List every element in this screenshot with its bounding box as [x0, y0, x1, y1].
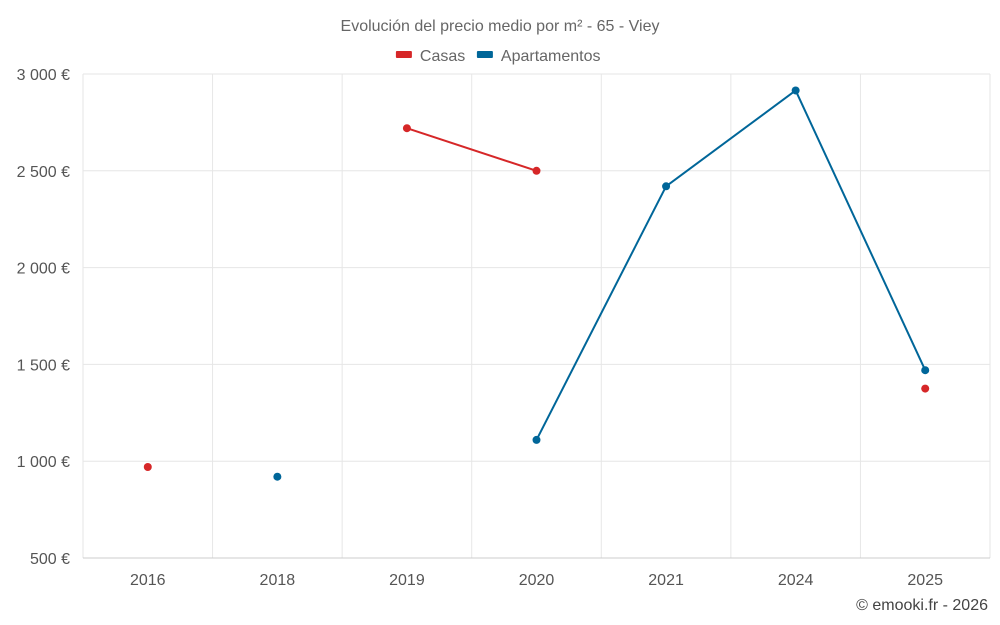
credit-text: © emooki.fr - 2026	[856, 597, 988, 614]
chart-title: Evolución del precio medio por m² - 65 -…	[341, 18, 660, 35]
x-tick-label: 2019	[389, 572, 425, 589]
legend-label: Apartamentos	[501, 48, 601, 65]
series	[143, 86, 930, 481]
data-point	[662, 182, 671, 191]
series-casas	[143, 124, 930, 472]
y-tick-label: 3 000 €	[17, 67, 70, 84]
series-line-segment	[665, 89, 797, 188]
legend-swatch	[476, 51, 493, 58]
x-tick-label: 2020	[519, 572, 555, 589]
series-apartamentos	[273, 86, 930, 481]
data-point	[791, 86, 800, 95]
legend-item-casas[interactable]: Casas	[395, 48, 465, 65]
y-tick-label: 1 500 €	[17, 357, 70, 374]
data-point	[402, 124, 411, 133]
y-tick-label: 500 €	[30, 551, 70, 568]
series-line-segment	[406, 127, 537, 172]
data-point	[532, 166, 541, 175]
axes: 500 € 1 000 € 1 500 € 2 000 € 2 500 € 3 000 €…	[17, 67, 990, 589]
x-tick-label: 2021	[648, 572, 684, 589]
data-point	[921, 366, 930, 375]
y-tick-label: 2 000 €	[17, 261, 70, 278]
legend-swatch	[395, 51, 412, 58]
x-tick-label: 2025	[907, 572, 943, 589]
data-point	[273, 472, 282, 481]
y-tick-label: 1 000 €	[17, 454, 70, 471]
x-tick-label: 2024	[778, 572, 814, 589]
data-point	[143, 463, 152, 472]
series-line-segment	[535, 185, 667, 441]
legend-item-apartamentos[interactable]: Apartamentos	[476, 48, 601, 65]
grid	[82, 73, 991, 558]
x-tick-label: 2016	[130, 572, 166, 589]
data-point	[921, 384, 930, 393]
legend: Casas Apartamentos	[395, 48, 601, 65]
x-tick-label: 2018	[260, 572, 296, 589]
y-tick-label: 2 500 €	[17, 164, 70, 181]
series-line-segment	[794, 90, 927, 371]
legend-label: Casas	[420, 48, 465, 65]
data-point	[532, 435, 541, 444]
